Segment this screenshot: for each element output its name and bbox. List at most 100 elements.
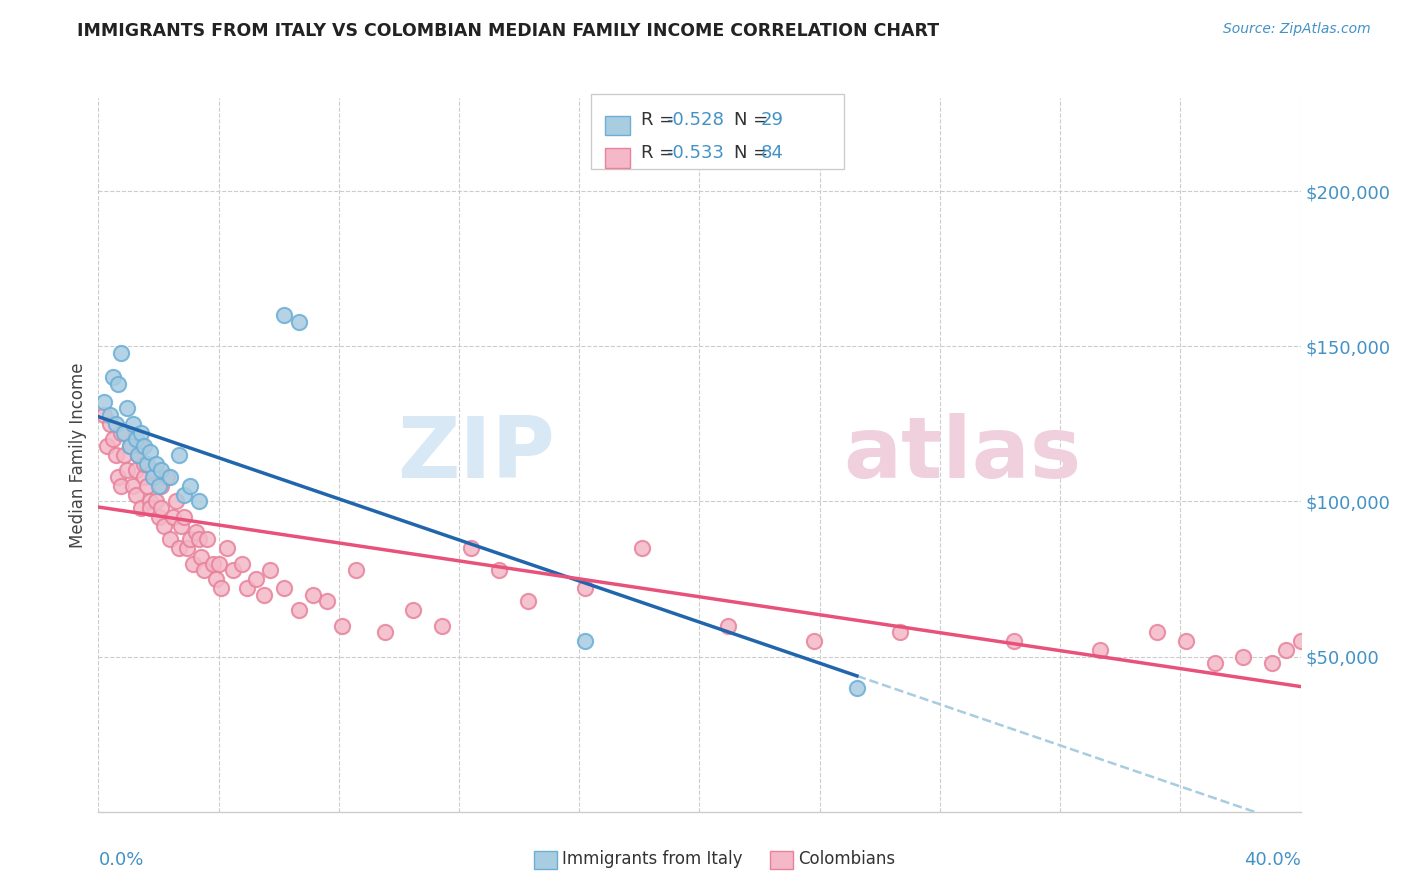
Point xyxy=(134,457,156,471)
Point xyxy=(110,345,132,359)
Point xyxy=(110,426,132,441)
Point xyxy=(273,582,295,596)
Point xyxy=(190,550,212,565)
Point xyxy=(104,448,127,462)
Point xyxy=(1232,649,1254,664)
Point xyxy=(165,494,187,508)
Text: R =: R = xyxy=(641,144,681,161)
Point xyxy=(93,408,115,422)
Point xyxy=(173,488,195,502)
Point xyxy=(1175,634,1198,648)
Point xyxy=(167,448,190,462)
Text: N =: N = xyxy=(734,112,773,129)
Point xyxy=(344,563,367,577)
Text: 84: 84 xyxy=(761,144,783,161)
Text: atlas: atlas xyxy=(844,413,1083,497)
Point xyxy=(1204,656,1226,670)
Point xyxy=(107,469,129,483)
Point xyxy=(131,426,153,441)
Point xyxy=(170,519,193,533)
Point xyxy=(150,463,173,477)
Point xyxy=(1261,656,1284,670)
Point xyxy=(374,624,396,639)
Point xyxy=(245,572,267,586)
Point xyxy=(134,469,156,483)
Point xyxy=(115,401,138,416)
Point xyxy=(217,541,239,555)
Point xyxy=(184,525,207,540)
Point xyxy=(148,510,170,524)
Point xyxy=(124,463,146,477)
Point xyxy=(302,588,325,602)
Point xyxy=(181,557,204,571)
Point xyxy=(1289,634,1312,648)
Point xyxy=(236,582,259,596)
Point xyxy=(101,433,124,447)
Point xyxy=(104,417,127,431)
Point xyxy=(150,500,173,515)
Point xyxy=(115,463,138,477)
Point xyxy=(222,563,245,577)
Point xyxy=(128,448,150,462)
Point xyxy=(211,582,233,596)
Point xyxy=(330,618,353,632)
Point xyxy=(204,572,226,586)
Point xyxy=(193,563,215,577)
Point xyxy=(273,308,295,322)
Point xyxy=(201,557,224,571)
Text: 29: 29 xyxy=(761,112,783,129)
Point xyxy=(118,439,141,453)
Point xyxy=(402,603,425,617)
Point xyxy=(574,634,596,648)
Point xyxy=(118,439,141,453)
Point xyxy=(101,370,124,384)
Point xyxy=(717,618,740,632)
Point xyxy=(208,557,231,571)
Point xyxy=(195,532,218,546)
Point xyxy=(142,469,165,483)
Point xyxy=(112,448,135,462)
Text: IMMIGRANTS FROM ITALY VS COLOMBIAN MEDIAN FAMILY INCOME CORRELATION CHART: IMMIGRANTS FROM ITALY VS COLOMBIAN MEDIA… xyxy=(77,22,939,40)
Point xyxy=(1146,624,1168,639)
Point xyxy=(430,618,453,632)
Text: Colombians: Colombians xyxy=(799,850,896,868)
Text: Immigrants from Italy: Immigrants from Italy xyxy=(562,850,742,868)
Point xyxy=(173,510,195,524)
Point xyxy=(136,457,159,471)
Point xyxy=(142,463,165,477)
Point xyxy=(93,395,115,409)
Point xyxy=(287,314,309,328)
Point xyxy=(112,426,135,441)
Point xyxy=(167,541,190,555)
Point xyxy=(845,681,868,695)
Point xyxy=(176,541,198,555)
Point xyxy=(460,541,482,555)
Text: ZIP: ZIP xyxy=(398,413,555,497)
Point xyxy=(159,532,181,546)
Point xyxy=(124,488,146,502)
Point xyxy=(139,445,162,459)
Point xyxy=(516,593,538,607)
Point xyxy=(98,417,121,431)
Text: R =: R = xyxy=(641,112,681,129)
Point xyxy=(259,563,281,577)
Point xyxy=(107,376,129,391)
Point xyxy=(187,494,209,508)
Point xyxy=(121,417,143,431)
Point xyxy=(128,448,150,462)
Point xyxy=(139,500,162,515)
Point xyxy=(136,479,159,493)
Point xyxy=(231,557,253,571)
Point xyxy=(1088,643,1111,657)
Point xyxy=(131,439,153,453)
Point xyxy=(139,494,162,508)
Text: -0.528: -0.528 xyxy=(666,112,724,129)
Point xyxy=(153,519,176,533)
Point xyxy=(162,510,184,524)
Point xyxy=(121,479,143,493)
Text: Source: ZipAtlas.com: Source: ZipAtlas.com xyxy=(1223,22,1371,37)
Point xyxy=(145,494,167,508)
Point xyxy=(631,541,654,555)
Point xyxy=(96,439,118,453)
Y-axis label: Median Family Income: Median Family Income xyxy=(69,362,87,548)
